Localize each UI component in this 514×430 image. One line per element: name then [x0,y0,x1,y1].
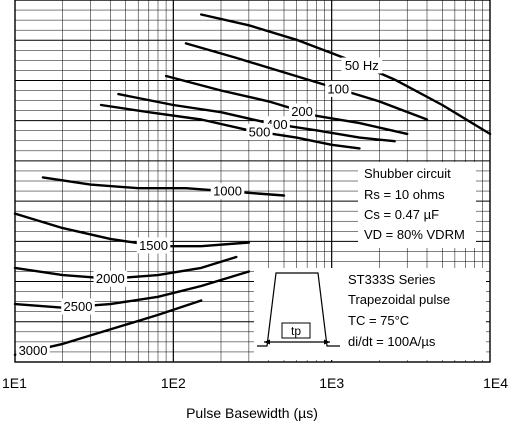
series-line-2: Trapezoidal pulse [348,292,450,307]
x-tick-label: 1E2 [161,375,186,391]
pulse-width-label: tp [291,324,301,338]
curve-label-bg [61,298,95,315]
curve-label-bg [93,270,128,287]
curve-2500 [13,270,251,309]
curve-label-bg [325,80,352,97]
curve-label-50-hz: 50 Hz [345,58,379,73]
curve-label-100: 100 [327,81,349,96]
curve-1500 [13,212,251,248]
series-line-3: TC = 75°C [348,313,409,328]
series-line-4: di/dt = 100A/µs [348,334,436,349]
x-axis-label: Pulse Basewidth (µs) [186,405,318,421]
curve-label-1500: 1500 [139,238,168,253]
plot-frame [14,0,491,363]
curve-label-bg [136,237,171,254]
curve-2000 [13,255,238,280]
series-line-1: ST333S Series [348,272,436,287]
curve-label-200: 200 [291,104,313,119]
curve-label-bg [341,57,383,74]
series-annotation-box [254,268,486,360]
curve-label-3000: 3000 [19,343,48,358]
curve-label-bg [210,183,245,200]
curve-50-hz [199,13,492,136]
x-tick-label: 1E1 [2,375,27,391]
x-tick-label: 1E3 [319,375,344,391]
curve-label-bg [288,103,316,120]
snubber-line-4: VD = 80% VDRM [364,227,465,242]
trapezoidal-pulse-icon [257,272,340,347]
curve-label-2500: 2500 [64,299,93,314]
x-tick-label: 1E4 [483,375,508,391]
curve-label-500: 500 [249,124,271,139]
x-tick-labels: 1E1 1E2 1E3 1E4 [2,375,508,391]
curve-500 [99,103,361,150]
curve-label-2000: 2000 [96,271,125,286]
snubber-line-1: Shubber circuit [364,166,451,181]
snubber-line-3: Cs = 0.47 µF [364,207,439,222]
curve-1000 [41,176,286,197]
snubber-line-2: Rs = 10 ohms [364,187,445,202]
curve-label-bg [16,342,50,359]
curve-100 [184,42,429,121]
curve-label-bg [246,123,273,140]
snubber-annotation-box [358,162,476,248]
curve-label-1000: 1000 [213,184,242,199]
